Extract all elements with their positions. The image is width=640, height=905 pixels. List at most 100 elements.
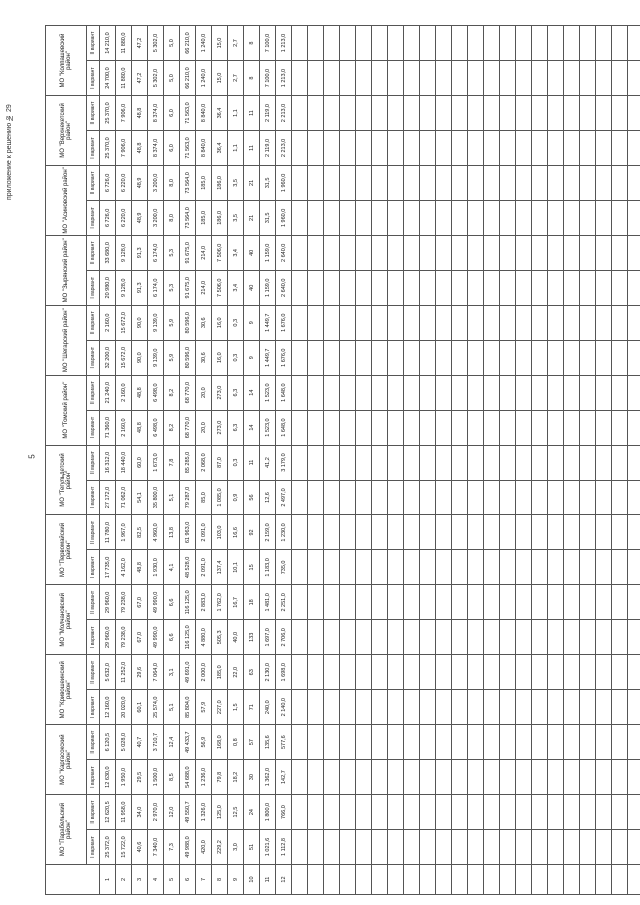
empty-cell [435,305,452,341]
empty-cell [323,410,340,446]
empty-cell [371,619,388,655]
table-row [563,25,580,895]
empty-cell [307,270,324,306]
table-cell: 142,7 [275,759,292,795]
table-cell: 505,3 [211,619,228,655]
table-cell: 1 159,0 [259,235,276,271]
empty-cell [579,514,596,550]
table-cell: 116 125,0 [179,619,196,655]
table-cell: 227,0 [211,689,228,725]
empty-cell [579,200,596,236]
empty-cell [579,410,596,446]
subheader: II вариант [86,724,100,760]
empty-cell [483,794,500,830]
table-cell: 11 [243,95,260,131]
empty-cell [531,864,548,895]
table-cell: 6,0 [163,130,180,166]
empty-cell [579,829,596,865]
empty-cell [323,759,340,795]
empty-cell [499,445,516,481]
table-cell: 1 648,0 [275,375,292,411]
empty-cell [451,200,468,236]
empty-cell [451,654,468,690]
empty-cell [419,689,436,725]
empty-cell [355,584,372,620]
table-cell: 79 238,0 [115,584,132,620]
empty-cell [563,305,580,341]
table-cell: 80 596,0 [179,340,196,376]
table-cell: 14 [243,410,260,446]
table-row [499,25,516,895]
empty-cell [371,305,388,341]
empty-cell [531,95,548,131]
table-cell: 1,1 [227,95,244,131]
table-cell: 1 676,0 [275,340,292,376]
empty-cell [307,340,324,376]
empty-cell [451,759,468,795]
table-cell: 735,0 [275,549,292,585]
subheader: II вариант [86,445,100,481]
subheader: I вариант [86,619,100,655]
empty-cell [611,654,628,690]
empty-cell [403,235,420,271]
empty-cell [467,60,484,96]
table-cell: 16,0 [211,305,228,341]
table-row [579,25,596,895]
table-cell: 49 691,0 [179,654,196,690]
empty-cell [403,549,420,585]
empty-cell [515,794,532,830]
empty-cell [611,95,628,131]
empty-cell [467,130,484,166]
table-cell: 2,7 [227,25,244,61]
empty-cell [499,410,516,446]
empty-cell [371,130,388,166]
table-cell: 6 498,0 [147,410,164,446]
empty-cell [323,654,340,690]
empty-cell [499,480,516,515]
empty-cell [467,584,484,620]
table-row [419,25,436,895]
empty-cell [483,235,500,271]
table-cell: 3 710,7 [147,724,164,760]
empty-cell [611,829,628,865]
empty-cell [403,864,420,895]
table-cell: 49 433,7 [179,724,196,760]
table-row: 5 7,3 12,0 8,5 12,4 5,1 3,1 6,6 6,6 4,1 13,8 5,1 7,8… [163,25,180,895]
subheader: II вариант [86,305,100,341]
empty-cell [483,25,500,61]
empty-cell [403,829,420,865]
empty-cell [339,270,356,306]
empty-cell [451,829,468,865]
empty-cell [611,270,628,306]
empty-cell [531,514,548,550]
empty-cell [323,60,340,96]
empty-cell [307,514,324,550]
table-cell: 9 128,0 [115,270,132,306]
table-cell: 48,8 [131,410,148,446]
subheader: I вариант [86,549,100,585]
empty-cell [451,270,468,306]
table-cell: 85 804,0 [179,689,196,725]
empty-cell [323,829,340,865]
table-cell: 66 210,0 [179,60,196,96]
empty-cell [435,25,452,61]
row-label: 4 [147,864,164,895]
table-cell: 6,6 [163,619,180,655]
empty-cell [515,25,532,61]
empty-cell [339,619,356,655]
table-cell: 91 675,0 [179,270,196,306]
table-cell: 9 128,0 [115,235,132,271]
table-cell: 3,4 [227,235,244,271]
empty-cell [451,864,468,895]
table-cell: 8,2 [163,410,180,446]
table-cell: 14 210,0 [99,25,116,61]
table-cell: 4 960,0 [147,514,164,550]
empty-cell [563,759,580,795]
table-cell: 3,0 [227,829,244,865]
table-cell: 2 160,0 [115,410,132,446]
empty-cell [339,584,356,620]
empty-cell [419,130,436,166]
empty-cell [547,165,564,201]
table-cell: 12 620,5 [99,794,116,830]
table-cell: 8 840,0 [195,130,212,166]
